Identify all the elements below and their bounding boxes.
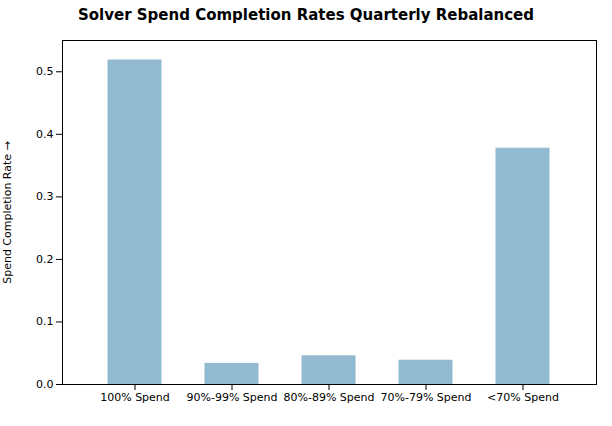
- svg-text:0.5: 0.5: [36, 65, 54, 78]
- svg-text:90%-99% Spend: 90%-99% Spend: [186, 391, 277, 404]
- html-text:Solver Spend Completion Rates: Solver Spend Completion Rates Quarterly …: [78, 6, 534, 24]
- svg-text:0.1: 0.1: [36, 315, 54, 328]
- svg-text:70%-79% Spend: 70%-79% Spend: [380, 391, 471, 404]
- svg-text:0.3: 0.3: [36, 190, 54, 203]
- svg-text:<70% Spend: <70% Spend: [487, 391, 559, 404]
- svg-text:0.4: 0.4: [36, 128, 54, 141]
- svg-text:100% Spend: 100% Spend: [100, 391, 170, 404]
- svg-text:0.2: 0.2: [36, 253, 54, 266]
- svg-text:80%-89% Spend: 80%-89% Spend: [283, 391, 374, 404]
- svg-text:Spend Completion Rate →: Spend Completion Rate →: [1, 141, 14, 284]
- svg-text:0.0: 0.0: [36, 378, 54, 391]
